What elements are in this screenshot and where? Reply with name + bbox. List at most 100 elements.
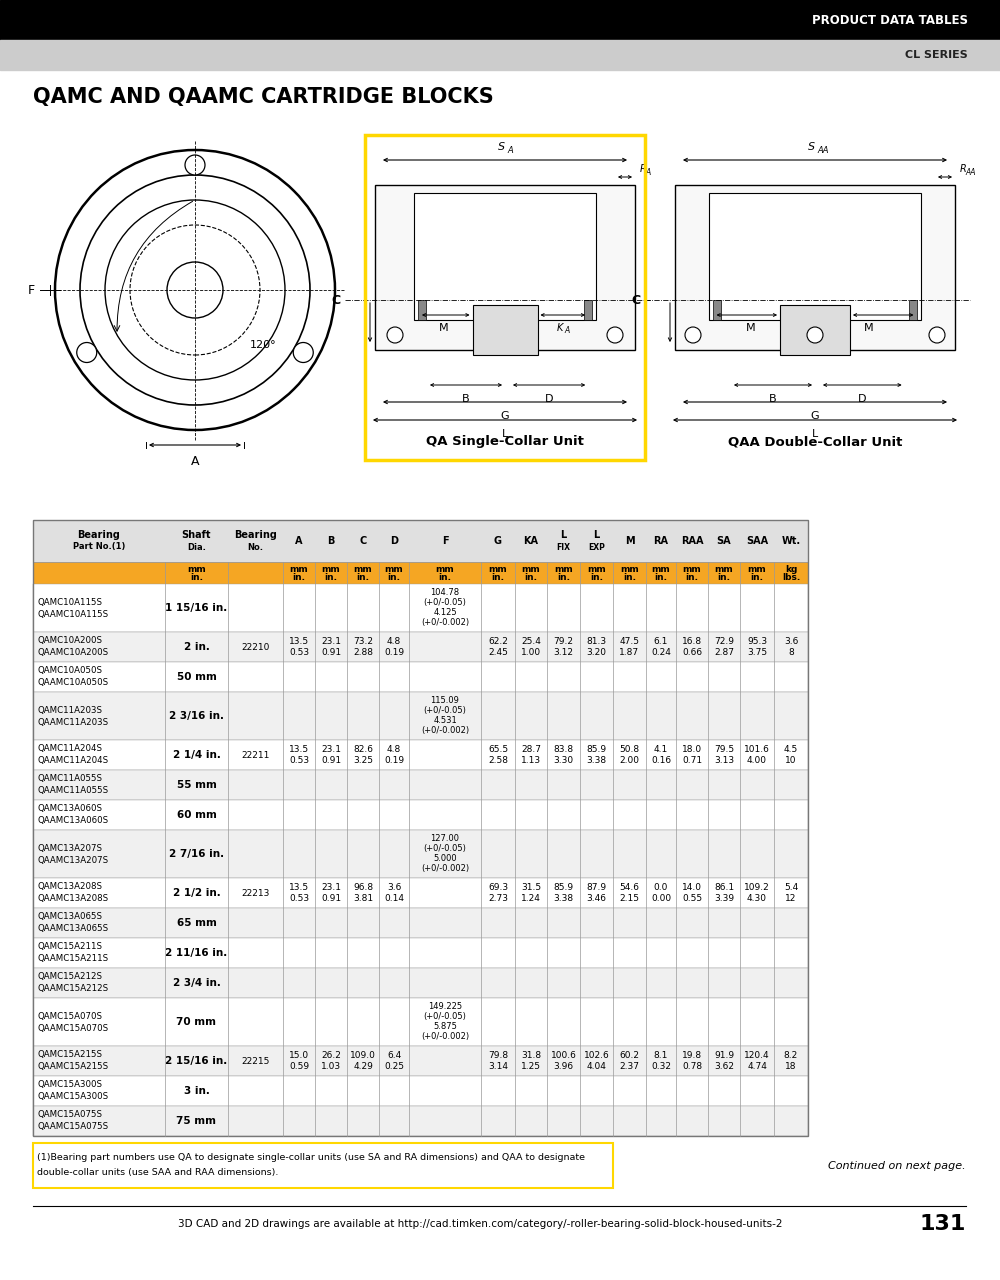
Text: 1.00: 1.00 <box>521 648 541 657</box>
Text: QAAMC15A070S: QAAMC15A070S <box>37 1024 108 1033</box>
Bar <box>33 740 808 771</box>
Text: 86.1: 86.1 <box>714 883 734 892</box>
Text: (+0/-0.002): (+0/-0.002) <box>421 864 469 873</box>
Text: mm: mm <box>436 564 454 573</box>
Text: QAAMC15A075S: QAAMC15A075S <box>37 1123 108 1132</box>
Text: EXP: EXP <box>588 543 605 552</box>
Text: QAAMC10A115S: QAAMC10A115S <box>37 609 108 618</box>
Text: 149.225: 149.225 <box>428 1002 462 1011</box>
Text: in.: in. <box>492 573 505 582</box>
Text: 79.8: 79.8 <box>488 1051 508 1060</box>
Bar <box>33 520 808 1137</box>
Text: 82.6: 82.6 <box>353 745 373 754</box>
Text: 79.5: 79.5 <box>714 745 734 754</box>
Text: 4.1: 4.1 <box>654 745 668 754</box>
Text: 2 in.: 2 in. <box>184 643 209 652</box>
Circle shape <box>387 326 403 343</box>
Text: mm: mm <box>322 564 340 573</box>
Text: 83.8: 83.8 <box>553 745 574 754</box>
Bar <box>0 0 1000 40</box>
Text: QAMC15A300S: QAMC15A300S <box>37 1080 102 1089</box>
Text: SA: SA <box>717 536 731 547</box>
Text: QAMC10A050S: QAMC10A050S <box>37 667 102 676</box>
Text: 22215: 22215 <box>241 1056 270 1065</box>
Bar <box>473 305 538 355</box>
Text: 91.9: 91.9 <box>714 1051 734 1060</box>
Text: R: R <box>640 164 647 174</box>
Text: F: F <box>442 536 448 547</box>
Text: QAMC13A065S: QAMC13A065S <box>37 913 102 922</box>
Text: mm: mm <box>385 564 403 573</box>
Text: 8.1: 8.1 <box>654 1051 668 1060</box>
Bar <box>33 968 808 998</box>
Text: in.: in. <box>292 573 306 582</box>
Text: in.: in. <box>190 573 203 582</box>
Text: Dia.: Dia. <box>187 543 206 552</box>
Text: in.: in. <box>623 573 636 582</box>
Text: 18: 18 <box>785 1062 797 1071</box>
Text: 50 mm: 50 mm <box>177 672 216 682</box>
Text: 2 3/16 in.: 2 3/16 in. <box>169 710 224 721</box>
Text: 0.91: 0.91 <box>321 648 341 657</box>
Text: 73.2: 73.2 <box>353 637 373 646</box>
Text: mm: mm <box>715 564 733 573</box>
Text: 4.30: 4.30 <box>747 893 767 902</box>
Text: 87.9: 87.9 <box>586 883 607 892</box>
Text: L: L <box>593 530 600 540</box>
Text: 72.9: 72.9 <box>714 637 734 646</box>
Text: double-collar units (use SAA and RAA dimensions).: double-collar units (use SAA and RAA dim… <box>37 1169 278 1178</box>
Text: 16.8: 16.8 <box>682 637 702 646</box>
Text: 0.91: 0.91 <box>321 893 341 902</box>
Text: 100.6: 100.6 <box>551 1051 576 1060</box>
Text: 85.9: 85.9 <box>553 883 574 892</box>
Text: M: M <box>625 536 634 547</box>
Text: 2.87: 2.87 <box>714 648 734 657</box>
Text: QAAMC10A200S: QAAMC10A200S <box>37 649 108 658</box>
Text: Bearing: Bearing <box>234 530 277 540</box>
Text: 109.2: 109.2 <box>744 883 770 892</box>
Text: S: S <box>498 142 505 152</box>
Text: 1.87: 1.87 <box>619 648 640 657</box>
Text: in.: in. <box>557 573 570 582</box>
Text: 3 in.: 3 in. <box>184 1085 209 1096</box>
Text: 55 mm: 55 mm <box>177 780 216 790</box>
Text: 4.00: 4.00 <box>747 756 767 765</box>
Text: QA Single-Collar Unit: QA Single-Collar Unit <box>426 435 584 448</box>
Text: D: D <box>390 536 398 547</box>
Text: SAA: SAA <box>746 536 768 547</box>
Text: QAAMC15A300S: QAAMC15A300S <box>37 1093 108 1102</box>
Text: Shaft: Shaft <box>182 530 211 540</box>
Text: 104.78: 104.78 <box>430 588 460 596</box>
Text: A: A <box>295 536 303 547</box>
Text: QAAMC11A055S: QAAMC11A055S <box>37 786 108 795</box>
Text: 81.3: 81.3 <box>586 637 607 646</box>
Text: 2.00: 2.00 <box>620 756 640 765</box>
Text: 2 7/16 in.: 2 7/16 in. <box>169 849 224 859</box>
Text: 3D CAD and 2D drawings are available at http://cad.timken.com/category/-roller-b: 3D CAD and 2D drawings are available at … <box>178 1219 782 1229</box>
Text: 2 1/4 in.: 2 1/4 in. <box>173 750 220 760</box>
Bar <box>414 193 596 320</box>
Text: 2.88: 2.88 <box>353 648 373 657</box>
Text: 95.3: 95.3 <box>747 637 767 646</box>
Text: 0.14: 0.14 <box>384 893 404 902</box>
Text: mm: mm <box>489 564 507 573</box>
Text: (+0/-0.05): (+0/-0.05) <box>424 707 466 716</box>
Text: QAMC15A215S: QAMC15A215S <box>37 1051 102 1060</box>
Text: 127.00: 127.00 <box>430 835 460 844</box>
Text: 0.00: 0.00 <box>651 893 671 902</box>
Text: 23.1: 23.1 <box>321 745 341 754</box>
Text: B: B <box>769 394 777 404</box>
Text: mm: mm <box>652 564 670 573</box>
Text: mm: mm <box>620 564 639 573</box>
Text: in.: in. <box>686 573 698 582</box>
Bar <box>418 300 426 320</box>
Text: in.: in. <box>654 573 668 582</box>
Text: 2 11/16 in.: 2 11/16 in. <box>165 948 228 957</box>
Text: 14.0: 14.0 <box>682 883 702 892</box>
Text: 6.4: 6.4 <box>387 1051 401 1060</box>
Text: QAAMC15A211S: QAAMC15A211S <box>37 955 108 964</box>
Text: 75 mm: 75 mm <box>176 1116 216 1126</box>
Text: 3.20: 3.20 <box>586 648 606 657</box>
Text: PRODUCT DATA TABLES: PRODUCT DATA TABLES <box>812 14 968 27</box>
Text: QAMC AND QAAMC CARTRIDGE BLOCKS: QAMC AND QAAMC CARTRIDGE BLOCKS <box>33 87 494 108</box>
